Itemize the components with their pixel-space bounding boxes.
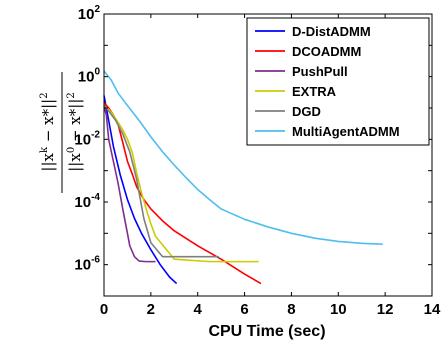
y-axis-label-denominator: ||x0 − x*||2 (66, 92, 84, 172)
legend-label-5: MultiAgentADMM (292, 124, 400, 139)
y-axis-label: ||xk − x*||2 ||x0 − x*||2 (39, 72, 84, 193)
x-tick-label: 8 (287, 301, 295, 318)
x-tick-label: 4 (194, 301, 203, 318)
legend-label-4: DGD (292, 104, 321, 119)
y-tick-label: 10-6 (74, 255, 100, 274)
series-line-5 (103, 70, 383, 245)
axes-frame (103, 13, 433, 297)
legend-label-3: EXTRA (292, 84, 337, 99)
legend-label-2: PushPull (292, 64, 348, 79)
legend: D-DistADMM DCOADMM PushPull EXTRA DGD MultiAg… (246, 17, 430, 146)
x-tick-label: 2 (147, 301, 155, 318)
series-line-2 (103, 105, 156, 263)
axes: 0 2 4 6 8 10 12 14 102 100 10-2 10-4 10-6 (74, 4, 441, 318)
series-line-0 (103, 95, 178, 285)
x-axis-label: CPU Time (sec) (208, 323, 325, 340)
legend-label-0: D-DistADMM (292, 24, 371, 39)
y-tick-label: 100 (78, 67, 101, 86)
x-tick-label: 6 (240, 301, 248, 318)
y-tick-label: 10-2 (74, 129, 100, 148)
x-tick-label: 0 (100, 301, 108, 318)
y-tick-label: 10-4 (74, 192, 100, 211)
legend-box (246, 17, 430, 146)
series-line-4 (103, 105, 219, 258)
x-tick-label: 10 (330, 301, 347, 318)
legend-label-1: DCOADMM (292, 44, 361, 59)
x-tick-label: 14 (424, 301, 441, 318)
plot-area (103, 70, 383, 285)
y-axis-label-numerator: ||xk − x*||2 (39, 92, 57, 171)
y-tick-label: 102 (78, 4, 101, 23)
x-tick-label: 12 (377, 301, 394, 318)
series-line-3 (103, 104, 259, 263)
